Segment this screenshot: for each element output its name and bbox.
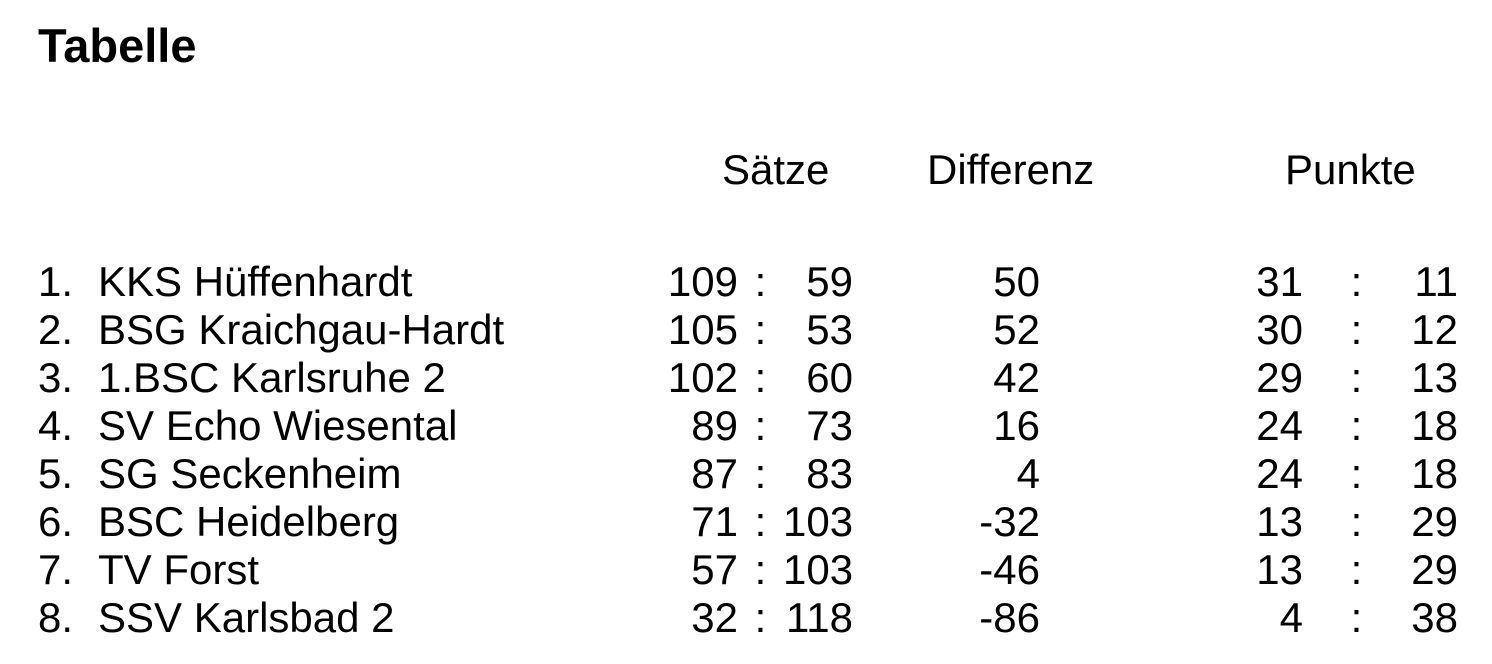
- difference-cell: 4: [1016, 450, 1040, 497]
- points-against-cell: 13: [1411, 354, 1458, 401]
- difference-cell: 50: [993, 258, 1040, 305]
- points-for-cell: 13: [1256, 546, 1303, 593]
- sets-for-cell: 32: [691, 594, 738, 641]
- points-colon: :: [1350, 258, 1363, 305]
- sets-for-cell: 109: [667, 258, 738, 305]
- points-colon: :: [1350, 546, 1363, 593]
- rank-cell: 4.: [38, 402, 74, 449]
- points-colon: :: [1350, 402, 1363, 449]
- sets-against-cell: 53: [806, 306, 853, 353]
- sets-colon: :: [754, 402, 767, 449]
- points-against-cell: 12: [1411, 306, 1458, 353]
- rank-cell: 1.: [38, 258, 74, 305]
- sets-against-cell: 59: [806, 258, 853, 305]
- sets-colon: :: [754, 354, 767, 401]
- sets-colon: :: [754, 258, 767, 305]
- table-row: 1. KKS Hüffenhardt 109 : 59 50 31 : 11: [38, 258, 1458, 306]
- team-cell: KKS Hüffenhardt: [98, 258, 413, 305]
- points-against-cell: 38: [1411, 594, 1458, 641]
- sets-colon: :: [754, 450, 767, 497]
- team-cell: BSC Heidelberg: [98, 498, 400, 545]
- team-cell: 1.BSC Karlsruhe 2: [98, 354, 446, 401]
- difference-cell: -32: [979, 498, 1040, 545]
- sets-against-cell: 103: [783, 498, 854, 545]
- rank-cell: 8.: [38, 594, 74, 641]
- sets-for-cell: 89: [691, 402, 738, 449]
- points-for-cell: 24: [1256, 402, 1303, 449]
- sets-for-cell: 105: [667, 306, 738, 353]
- points-colon: :: [1350, 498, 1363, 545]
- sets-colon: :: [754, 546, 767, 593]
- points-for-cell: 30: [1256, 306, 1303, 353]
- table-row: 6. BSC Heidelberg 71 : 103 -32 13 : 29: [38, 498, 1458, 546]
- team-cell: TV Forst: [98, 546, 260, 593]
- sets-for-cell: 102: [667, 354, 738, 401]
- points-colon: :: [1350, 594, 1363, 641]
- points-against-cell: 11: [1414, 258, 1458, 305]
- table-row: 8. SSV Karlsbad 2 32 : 118 -86 4 : 38: [38, 594, 1458, 642]
- sets-against-cell: 60: [806, 354, 853, 401]
- table-row: 3. 1.BSC Karlsruhe 2 102 : 60 42 29 : 13: [38, 354, 1458, 402]
- points-against-cell: 29: [1411, 498, 1458, 545]
- standings-table: 1. KKS Hüffenhardt 109 : 59 50 31 : 11 2…: [38, 258, 1458, 642]
- rank-cell: 7.: [38, 546, 74, 593]
- table-row: 5. SG Seckenheim 87 : 83 4 24 : 18: [38, 450, 1458, 498]
- difference-cell: -86: [979, 594, 1040, 641]
- difference-cell: 42: [993, 354, 1040, 401]
- points-for-cell: 31: [1256, 258, 1303, 305]
- difference-cell: 52: [993, 306, 1040, 353]
- page-title: Tabelle: [38, 19, 197, 72]
- points-against-cell: 18: [1411, 402, 1458, 449]
- sets-for-cell: 57: [691, 546, 738, 593]
- column-header-sets: Sätze: [722, 146, 830, 193]
- sets-colon: :: [754, 498, 767, 545]
- points-against-cell: 18: [1411, 450, 1458, 497]
- sets-for-cell: 71: [691, 498, 738, 545]
- team-cell: SG Seckenheim: [98, 450, 402, 497]
- team-cell: SV Echo Wiesental: [98, 402, 458, 449]
- points-against-cell: 29: [1411, 546, 1458, 593]
- difference-cell: -46: [979, 546, 1040, 593]
- points-colon: :: [1350, 450, 1363, 497]
- rank-cell: 3.: [38, 354, 74, 401]
- points-for-cell: 24: [1256, 450, 1303, 497]
- table-row: 4. SV Echo Wiesental 89 : 73 16 24 : 18: [38, 402, 1458, 450]
- sets-colon: :: [754, 306, 767, 353]
- table-row: 2. BSG Kraichgau-Hardt 105 : 53 52 30 : …: [38, 306, 1458, 354]
- rank-cell: 2.: [38, 306, 74, 353]
- sets-colon: :: [754, 594, 767, 641]
- sets-for-cell: 87: [691, 450, 738, 497]
- sets-against-cell: 103: [783, 546, 854, 593]
- team-cell: SSV Karlsbad 2: [98, 594, 395, 641]
- points-for-cell: 4: [1279, 594, 1303, 641]
- column-header-points: Punkte: [1285, 146, 1416, 193]
- team-cell: BSG Kraichgau-Hardt: [98, 306, 505, 353]
- difference-cell: 16: [993, 402, 1040, 449]
- sets-against-cell: 73: [806, 402, 853, 449]
- points-colon: :: [1350, 306, 1363, 353]
- rank-cell: 5.: [38, 450, 74, 497]
- points-for-cell: 29: [1256, 354, 1303, 401]
- points-for-cell: 13: [1256, 498, 1303, 545]
- sets-against-cell: 118: [786, 594, 853, 641]
- sets-against-cell: 83: [806, 450, 853, 497]
- table-row: 7. TV Forst 57 : 103 -46 13 : 29: [38, 546, 1458, 594]
- rank-cell: 6.: [38, 498, 74, 545]
- column-header-difference: Differenz: [927, 146, 1095, 193]
- points-colon: :: [1350, 354, 1363, 401]
